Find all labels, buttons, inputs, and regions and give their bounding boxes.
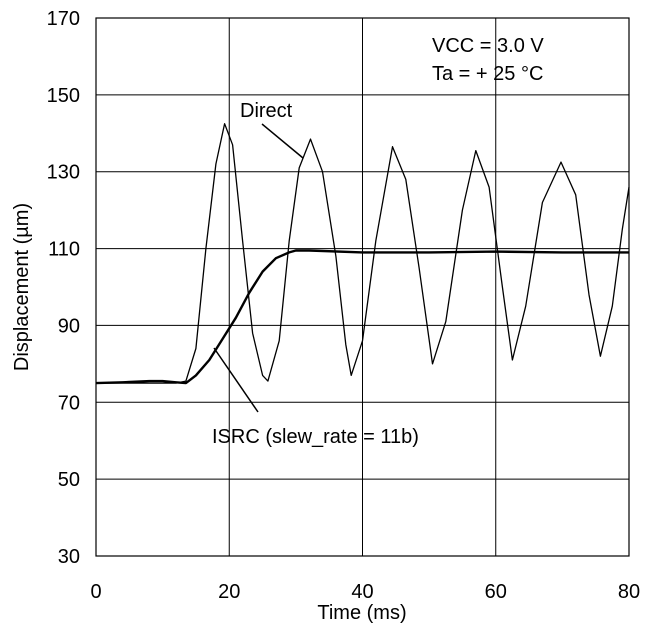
conditions-vcc: VCC = 3.0 V: [432, 35, 544, 57]
x-tick-label: 0: [90, 581, 101, 603]
y-tick-label: 130: [47, 162, 80, 184]
x-axis-label: Time (ms): [317, 602, 406, 624]
x-tick-labels: 0 20 40 60 80: [90, 581, 640, 603]
series-lines: [95, 123, 630, 385]
leader-isrc: [213, 347, 259, 413]
series-line-isrc: [95, 249, 629, 385]
x-tick-label: 60: [485, 581, 507, 603]
y-tick-label: 50: [58, 469, 80, 491]
leader-direct: [261, 123, 304, 159]
gridlines: [95, 17, 630, 557]
y-tick-labels: 30 50 70 90 110 130 150 170: [47, 8, 80, 568]
y-tick-label: 30: [58, 546, 80, 568]
label-direct: Direct: [240, 100, 293, 122]
y-tick-label: 110: [48, 239, 80, 261]
x-tick-label: 20: [218, 581, 240, 603]
conditions-ta: Ta = + 25 °C: [432, 63, 543, 85]
x-tick-label: 40: [351, 581, 373, 603]
y-tick-label: 70: [58, 392, 80, 414]
plot-border: [95, 17, 630, 557]
y-axis-label: Displacement (µm): [11, 203, 33, 371]
series-line-direct: [96, 123, 630, 384]
label-isrc: ISRC (slew_rate = 11b): [212, 426, 419, 448]
y-tick-label: 150: [47, 85, 80, 107]
x-tick-label: 80: [618, 581, 640, 603]
y-tick-label: 170: [47, 8, 80, 30]
y-tick-label: 90: [58, 315, 80, 337]
